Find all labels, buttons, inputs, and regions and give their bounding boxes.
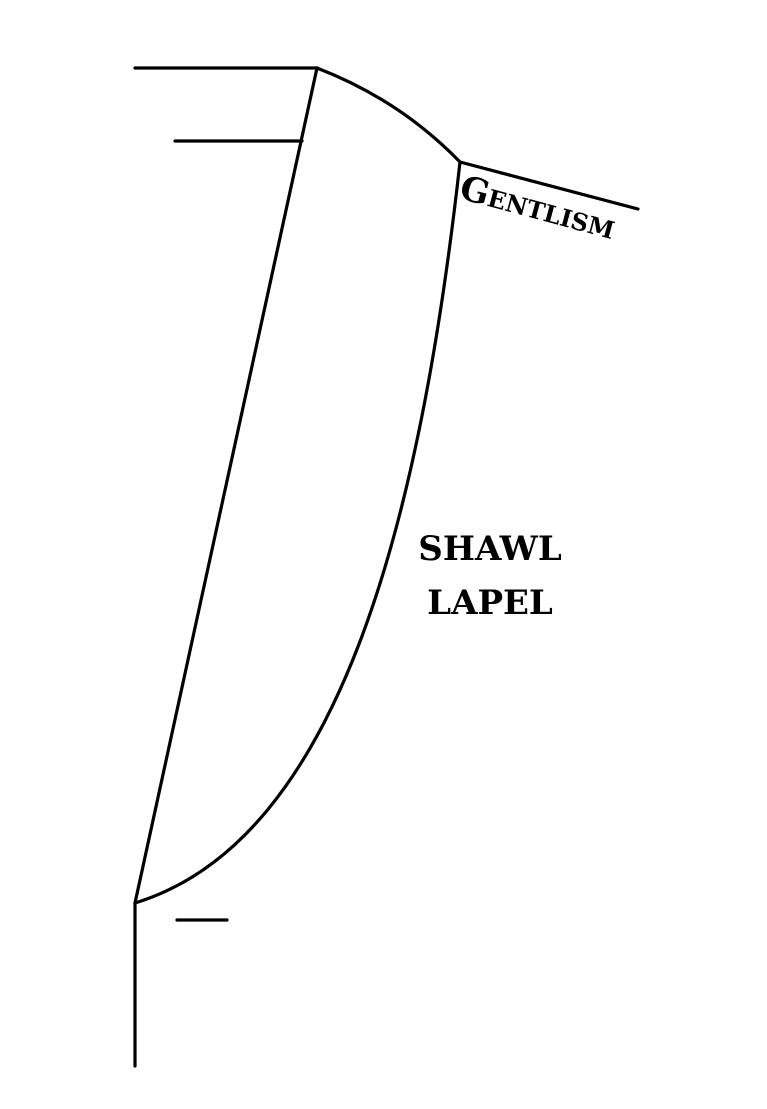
brand-label: Gentlism (456, 168, 620, 248)
collar-curve (315, 66, 462, 164)
shawl-lapel-outer-curve (133, 160, 462, 905)
label-shawl: SHAWL (418, 529, 562, 569)
shoulder-seam-line (458, 160, 640, 211)
inner-lapel-edge (133, 66, 319, 905)
label-lapel: LAPEL (427, 583, 553, 623)
